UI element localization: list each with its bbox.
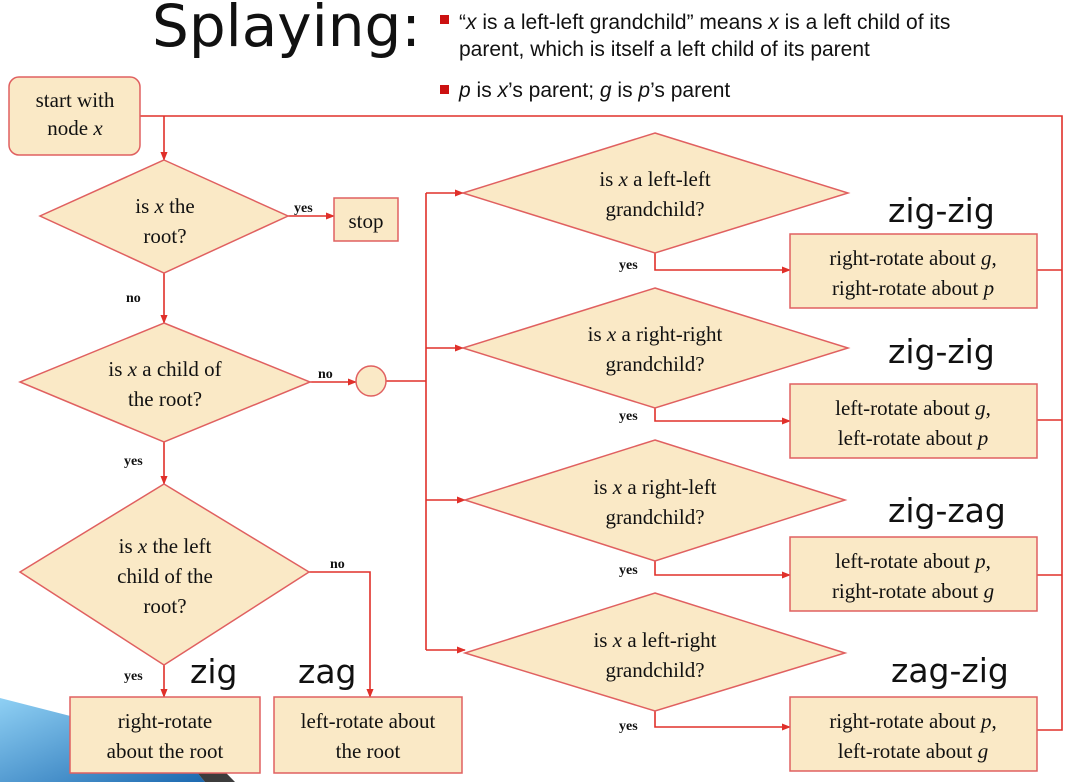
- svg-text:stop: stop: [348, 209, 383, 233]
- decision-right-left: is x a right-left grandchild?: [462, 439, 848, 562]
- junction-circle: [355, 365, 387, 397]
- bullet-text-1: “x is a left-left grandchild” means x is…: [459, 11, 950, 61]
- node-start: start with node x: [8, 76, 141, 156]
- case-label-zig: zig: [190, 652, 237, 691]
- bullet-text-2: p is x’s parent; g is p’s parent: [458, 79, 730, 102]
- edge-label-child-no: no: [318, 367, 333, 382]
- case-label-zig-zag: zig-zag: [888, 491, 1006, 530]
- case-label-zig-zig-1: zig-zig: [888, 191, 995, 230]
- edge-label-ll-yes: yes: [619, 258, 638, 273]
- terminal-stop: stop: [333, 197, 399, 242]
- svg-text:right-rotate about g,right-rot: right-rotate about g, right-rotate about …: [829, 246, 996, 300]
- decision-right-right: is x a right-right grandchild?: [460, 287, 851, 409]
- edge-label-root-yes: yes: [294, 201, 313, 216]
- bullet-marker-2: [440, 85, 449, 94]
- svg-text:right-rotate about p,left-rota: right-rotate about p, left-rotate about g: [829, 709, 996, 763]
- edge-label-left-no: no: [330, 557, 345, 572]
- edge-label-lr-yes: yes: [619, 719, 638, 734]
- decision-left-child-of-root: is x the left child of the root?: [18, 483, 311, 666]
- action-left-rotate-root: left-rotate about the root: [273, 696, 463, 774]
- action-zig-zag: left-rotate about p, right-rotate about g: [789, 536, 1038, 612]
- svg-text:left-rotate about g,left-rotat: left-rotate about g, left-rotate about p: [835, 396, 991, 450]
- action-right-rotate-root: right-rotate about the root: [69, 696, 261, 774]
- case-label-zig-zig-2: zig-zig: [888, 332, 995, 371]
- decision-child-of-root: is x a child of the root?: [18, 322, 312, 443]
- edge-label-rl-yes: yes: [619, 563, 638, 578]
- action-zag-zig: right-rotate about p, left-rotate about g: [789, 696, 1038, 772]
- svg-text:left-rotate about p,right-rota: left-rotate about p, right-rotate about g: [832, 549, 994, 603]
- decision-left-left: is x a left-left grandchild?: [460, 132, 851, 254]
- bullet-marker-1: [440, 15, 449, 24]
- case-label-zag: zag: [298, 652, 357, 691]
- edge-label-root-no: no: [126, 291, 141, 306]
- edge-label-child-yes: yes: [124, 454, 143, 469]
- connectors: [140, 115, 1063, 731]
- decision-is-x-root: is x the root?: [38, 159, 290, 274]
- decision-left-right: is x a left-right grandchild?: [462, 592, 848, 712]
- edge-label-rr-yes: yes: [619, 409, 638, 424]
- action-zig-zig-1: right-rotate about g, right-rotate about …: [789, 233, 1038, 309]
- edge-label-left-yes: yes: [124, 669, 143, 684]
- action-zig-zig-2: left-rotate about g, left-rotate about p: [789, 383, 1038, 459]
- case-label-zag-zig: zag-zig: [891, 651, 1009, 690]
- slide-title: Splaying:: [152, 0, 421, 60]
